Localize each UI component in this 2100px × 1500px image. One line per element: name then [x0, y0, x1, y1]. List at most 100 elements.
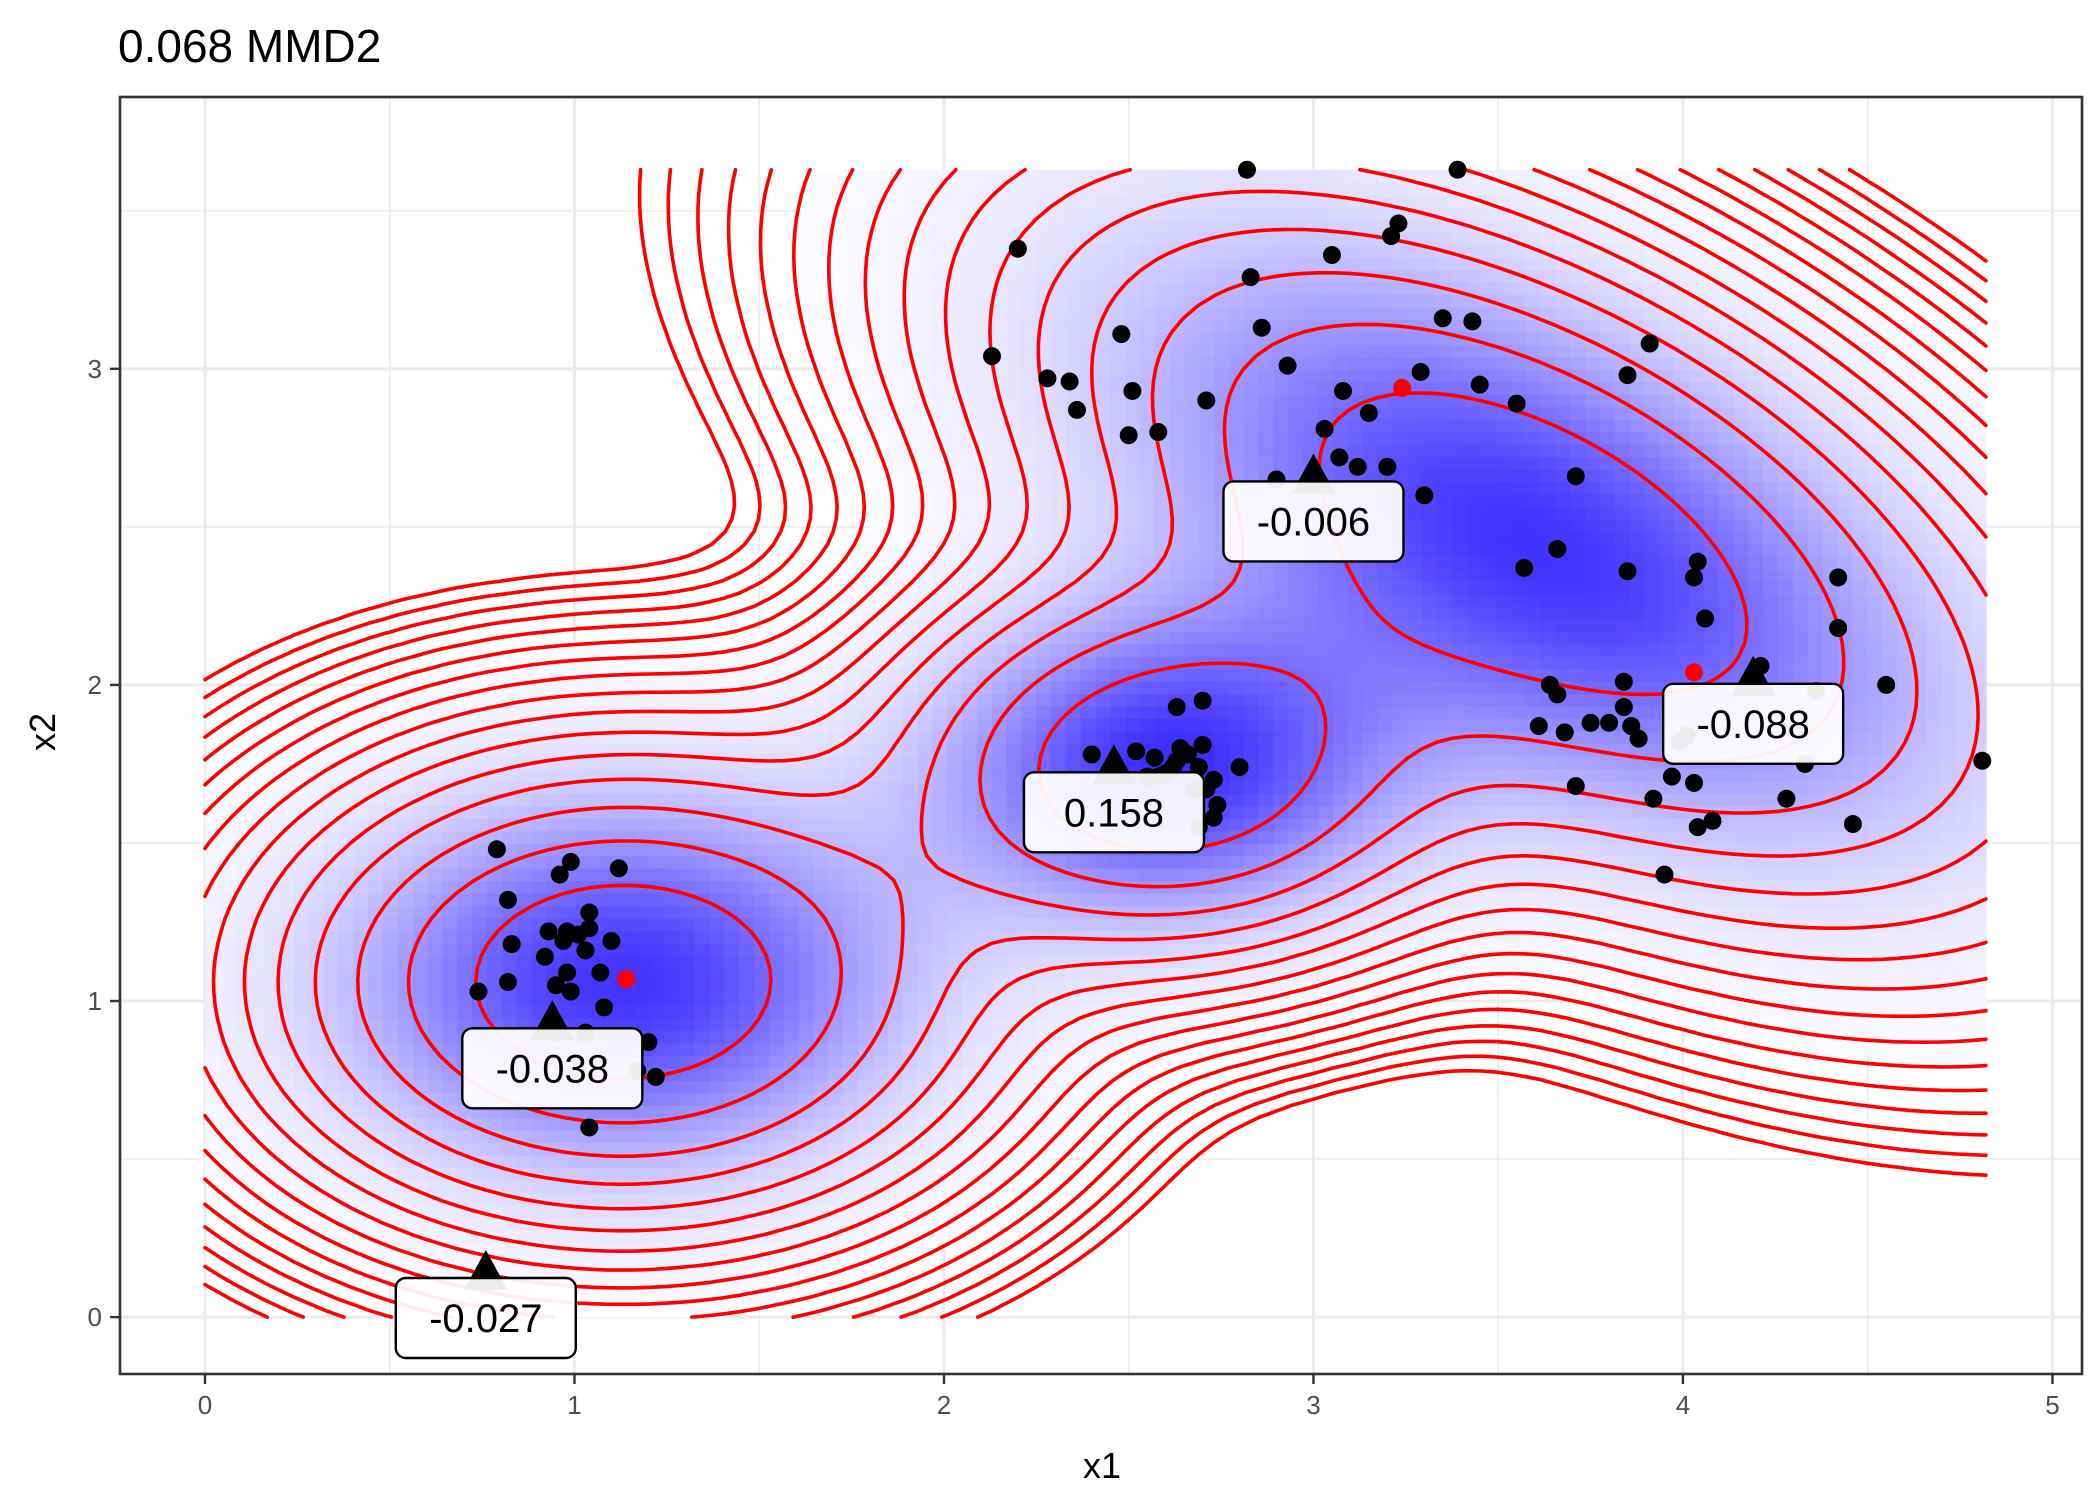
data-point: [561, 982, 580, 1001]
center-point: [1393, 378, 1412, 397]
plot-panel: -0.027 -0.038 0.158 -0.006 -0.088: [120, 97, 2082, 1374]
data-point: [1777, 789, 1796, 808]
center-point: [617, 969, 636, 988]
data-point: [602, 931, 621, 950]
data-point: [1877, 675, 1896, 694]
data-point: [469, 982, 488, 1001]
data-point: [1688, 818, 1707, 837]
witness-value: -0.038: [496, 1047, 609, 1091]
data-point: [1197, 391, 1216, 410]
data-point: [558, 963, 577, 982]
data-point: [1640, 334, 1659, 353]
data-point: [1171, 739, 1190, 758]
label-box: [461, 1027, 644, 1110]
data-point: [1614, 672, 1633, 691]
data-point: [1038, 369, 1057, 388]
chart-title: 0.068 MMD2: [118, 20, 381, 72]
data-point: [1127, 742, 1146, 761]
data-point: [646, 1067, 665, 1086]
data-point: [580, 919, 599, 938]
data-point: [1389, 214, 1408, 233]
data-point: [1237, 160, 1256, 179]
data-point: [576, 941, 595, 960]
data-point: [1829, 568, 1848, 587]
witness-label: -0.027: [394, 1276, 577, 1360]
data-point: [1082, 745, 1101, 764]
x-tick-label: 2: [937, 1390, 951, 1420]
data-point: [609, 859, 628, 878]
contour-line: [242, 167, 1988, 1233]
data-point: [1548, 685, 1567, 704]
data-point: [1655, 865, 1674, 884]
data-point: [1463, 312, 1482, 331]
witness-value: 0.158: [1064, 791, 1164, 835]
contour-line: [276, 189, 1988, 1211]
data-point: [1507, 394, 1526, 413]
data-point: [1433, 309, 1452, 328]
label-box: [1661, 682, 1845, 765]
witness-label: -0.038: [461, 1027, 644, 1110]
data-point: [1618, 366, 1637, 385]
data-point: [1334, 381, 1353, 400]
data-point: [1208, 796, 1227, 815]
witness-label: -0.088: [1661, 682, 1845, 765]
data-point: [1230, 758, 1249, 777]
y-tick-label: 3: [88, 354, 102, 384]
data-point: [1448, 160, 1467, 179]
x-tick-label: 3: [1306, 1390, 1320, 1420]
center-points: [617, 378, 1704, 988]
data-point: [1566, 467, 1585, 486]
data-point: [1515, 558, 1534, 577]
data-point: [1278, 356, 1297, 375]
x-tick-label: 1: [567, 1390, 581, 1420]
y-tick-label: 1: [88, 986, 102, 1016]
data-point: [1566, 777, 1585, 796]
contour-line: [211, 167, 1988, 1253]
x-tick-label: 5: [2045, 1390, 2059, 1420]
label-box: [394, 1276, 577, 1360]
y-axis-title: x2: [22, 713, 63, 751]
data-point: [1145, 748, 1164, 767]
data-point: [535, 947, 554, 966]
data-point: [547, 976, 565, 995]
data-point: [1696, 609, 1715, 628]
y-tick-label: 2: [88, 670, 102, 700]
label-box: [1222, 480, 1405, 563]
data-point: [1008, 239, 1027, 258]
data-point: [1348, 457, 1367, 476]
data-point: [1411, 362, 1430, 381]
data-point: [502, 935, 521, 954]
data-point: [498, 890, 517, 909]
data-point: [595, 998, 614, 1017]
data-point: [1067, 400, 1086, 419]
x-axis-title: x1: [1083, 1445, 1121, 1486]
data-point: [1973, 751, 1992, 770]
data-point: [1252, 318, 1271, 337]
witness-value: -0.006: [1257, 500, 1370, 544]
data-point: [1378, 457, 1397, 476]
data-point: [580, 903, 599, 922]
data-point: [1193, 735, 1212, 754]
contour-line: [356, 271, 1919, 1159]
axes: 0 1 2 3 4 5 0 1 2 3: [88, 95, 2084, 1420]
x-tick-label: 0: [198, 1390, 212, 1420]
contour-line: [203, 167, 1988, 1319]
center-point: [1685, 663, 1704, 682]
data-point: [1241, 268, 1260, 287]
data-point: [591, 963, 610, 982]
data-point: [580, 1118, 599, 1137]
data-point: [1703, 811, 1722, 830]
data-point: [1629, 729, 1648, 748]
data-point: [1555, 723, 1574, 742]
data-point: [1060, 372, 1079, 391]
data-point: [1685, 568, 1704, 587]
data-point: [1600, 713, 1619, 732]
data-point: [1322, 246, 1341, 265]
data-point: [1829, 619, 1848, 638]
data-point: [550, 865, 569, 884]
data-point: [487, 840, 506, 859]
data-point: [1193, 691, 1212, 710]
witness-label: -0.006: [1222, 480, 1405, 563]
witness-points: -0.027 -0.038 0.158 -0.006 -0.088: [394, 453, 1845, 1360]
data-point: [1112, 325, 1131, 344]
